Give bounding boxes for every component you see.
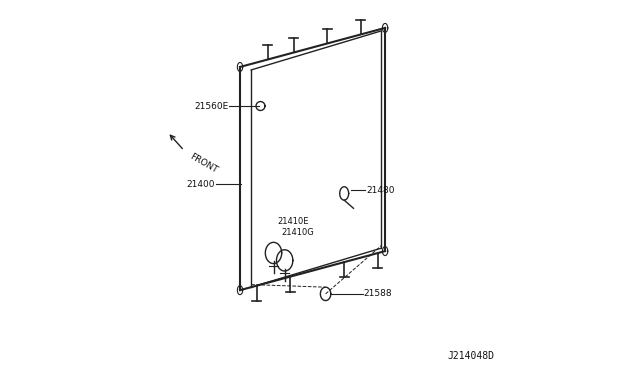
Text: 21560E: 21560E bbox=[194, 102, 228, 110]
Text: 21480: 21480 bbox=[366, 186, 395, 195]
Text: J214048D: J214048D bbox=[448, 351, 495, 361]
Text: 21410G: 21410G bbox=[281, 228, 314, 237]
Text: 21400: 21400 bbox=[187, 180, 215, 189]
Text: FRONT: FRONT bbox=[188, 152, 219, 175]
Text: 21410E: 21410E bbox=[277, 217, 308, 226]
Text: 21588: 21588 bbox=[364, 289, 392, 298]
